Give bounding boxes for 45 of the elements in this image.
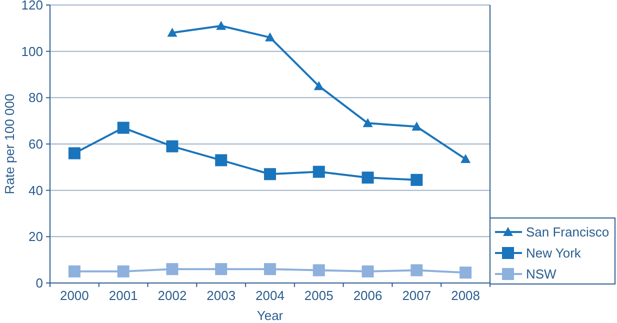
x-tick-label: 2000: [60, 288, 89, 303]
x-tick-label: 2002: [158, 288, 187, 303]
point: [166, 140, 178, 152]
y-axis-title: Rate per 100 000: [2, 94, 17, 194]
x-tick-label: 2005: [304, 288, 334, 303]
point: [314, 81, 324, 90]
point: [412, 122, 422, 131]
point: [68, 147, 80, 160]
legend-label: San Francisco: [526, 224, 610, 240]
point: [362, 172, 374, 184]
x-tick-label: 2006: [353, 288, 382, 303]
x-tick-label: 2001: [108, 288, 138, 303]
legend-label: New York: [526, 246, 582, 261]
point: [410, 174, 423, 186]
x-tick-label: 2008: [451, 288, 480, 303]
point: [460, 154, 471, 164]
point: [215, 263, 228, 276]
x-tick-label: 2003: [206, 288, 236, 303]
y-tick-label: 80: [28, 90, 43, 106]
point: [410, 264, 423, 276]
point: [215, 154, 228, 166]
y-tick-label: 60: [28, 136, 43, 152]
y-tick-label: 0: [36, 276, 43, 291]
point: [117, 265, 130, 278]
point: [460, 266, 472, 279]
y-tick-label: 120: [21, 0, 43, 13]
point: [117, 122, 130, 134]
point: [167, 28, 178, 37]
point: [264, 168, 276, 180]
point: [312, 166, 325, 178]
y-tick-label: 40: [28, 182, 43, 198]
x-tick-label: 2007: [402, 288, 432, 303]
y-tick-label: 20: [28, 229, 43, 244]
point: [166, 263, 178, 276]
point: [68, 265, 80, 278]
x-tick-label: 2004: [256, 288, 284, 303]
legend-label: NSW: [526, 266, 558, 282]
point: [216, 20, 226, 30]
point: [362, 265, 374, 278]
point: [264, 263, 276, 276]
y-tick-label: 100: [21, 44, 43, 59]
point: [312, 264, 325, 276]
point: [362, 118, 373, 128]
point: [265, 32, 275, 42]
x-axis-title: Year: [256, 308, 284, 323]
